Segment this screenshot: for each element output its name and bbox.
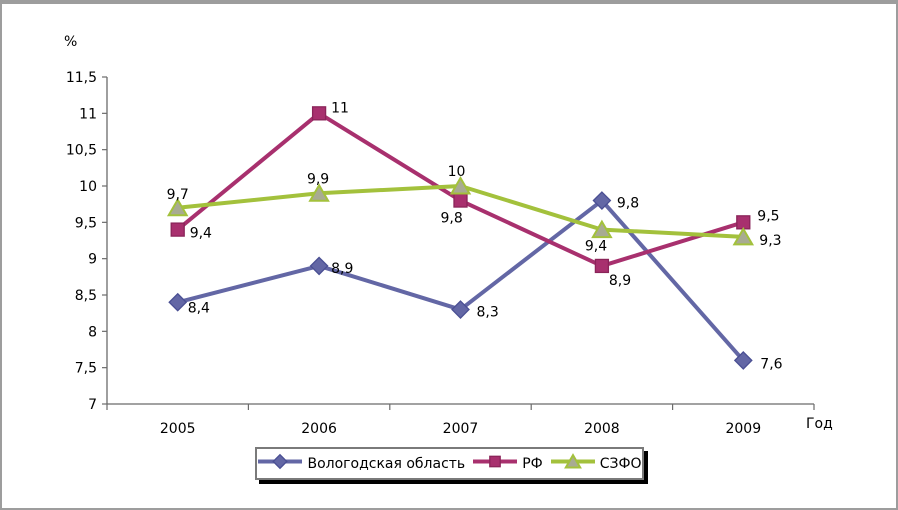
data-point-marker-triangle bbox=[591, 219, 613, 239]
y-tick-label: 7,5 bbox=[75, 361, 97, 377]
data-point-label: 8,9 bbox=[331, 261, 353, 277]
x-axis-title: Год bbox=[806, 416, 833, 432]
series-2 bbox=[166, 176, 755, 246]
y-axis-title: % bbox=[64, 34, 78, 50]
data-point-marker-diamond bbox=[272, 453, 289, 470]
legend-label-vologodskaya: Вологодская область bbox=[307, 455, 466, 472]
data-point-marker-triangle bbox=[166, 197, 189, 217]
data-point-marker-diamond bbox=[451, 300, 470, 319]
y-tick-label: 11,5 bbox=[66, 70, 97, 86]
legend-swatch-svg bbox=[550, 453, 595, 469]
y-tick-label: 11 bbox=[79, 106, 97, 122]
data-point-marker-square bbox=[489, 455, 502, 468]
data-point-label: 8,4 bbox=[188, 300, 210, 316]
data-point-label: 7,6 bbox=[760, 356, 782, 372]
data-point-label: 9,9 bbox=[307, 171, 329, 187]
y-tick-label: 8 bbox=[88, 324, 97, 340]
series-1 bbox=[170, 106, 751, 274]
y-tick-label: 10,5 bbox=[66, 143, 97, 159]
data-point-marker-triangle bbox=[308, 183, 330, 202]
legend-square-line-icon bbox=[472, 453, 518, 474]
legend-label-rf: РФ bbox=[522, 455, 543, 472]
chart-svg: 7 7,5 8 8,5 9 9,5 10 10,5 11 11,5 2005 2006 2007 2008… bbox=[66, 70, 815, 437]
data-point-marker-diamond bbox=[592, 191, 612, 210]
data-point-marker-diamond bbox=[733, 350, 753, 370]
data-point-label: 11 bbox=[331, 100, 349, 116]
data-point-marker-square bbox=[311, 106, 327, 121]
data-point-label: 9,4 bbox=[585, 239, 607, 255]
data-point-label: 10 bbox=[448, 164, 466, 180]
data-point-marker-square bbox=[170, 222, 185, 237]
legend: Вологодская область РФ СЗФО bbox=[255, 447, 644, 480]
legend-item-rf: РФ bbox=[472, 453, 543, 474]
x-tick-label: 2008 bbox=[584, 421, 620, 437]
data-point-marker-diamond bbox=[168, 292, 188, 312]
data-point-label: 8,3 bbox=[477, 305, 499, 321]
legend-item-szfo: СЗФО bbox=[550, 453, 642, 474]
legend-triangle-line-icon bbox=[550, 453, 596, 474]
data-point-label: 9,8 bbox=[617, 196, 639, 212]
y-tick-label: 8,5 bbox=[75, 288, 97, 304]
data-point-marker-diamond bbox=[309, 256, 329, 276]
x-tick-label: 2005 bbox=[160, 421, 196, 437]
data-point-label: 9,4 bbox=[190, 226, 212, 242]
x-tick-label: 2007 bbox=[443, 421, 479, 437]
y-tick-label: 9 bbox=[88, 252, 97, 268]
data-point-label: 9,3 bbox=[759, 233, 781, 249]
data-point-label: 9,8 bbox=[441, 211, 463, 227]
y-tick-label: 7 bbox=[88, 397, 97, 413]
y-tick-label: 10 bbox=[79, 179, 97, 195]
data-point-label: 8,9 bbox=[609, 273, 631, 289]
data-point-label: 9,5 bbox=[757, 208, 779, 224]
x-tick-label: 2009 bbox=[725, 421, 761, 437]
data-point-marker-square bbox=[594, 258, 610, 274]
data-point-marker-triangle bbox=[732, 226, 755, 246]
legend-swatch-svg bbox=[258, 453, 303, 470]
legend-swatch-svg bbox=[473, 455, 518, 468]
data-point-marker-triangle bbox=[563, 453, 582, 469]
legend-diamond-line-icon bbox=[257, 453, 303, 474]
legend-label-szfo: СЗФО bbox=[599, 455, 642, 472]
data-point-marker-triangle bbox=[449, 176, 472, 195]
series-0 bbox=[168, 191, 753, 370]
data-point-label: 9,7 bbox=[167, 187, 189, 203]
legend-item-vologodskaya: Вологодская область bbox=[257, 453, 465, 474]
y-tick-label: 9,5 bbox=[75, 215, 97, 231]
data-point-marker-square bbox=[453, 193, 468, 208]
x-tick-label: 2006 bbox=[301, 421, 337, 437]
